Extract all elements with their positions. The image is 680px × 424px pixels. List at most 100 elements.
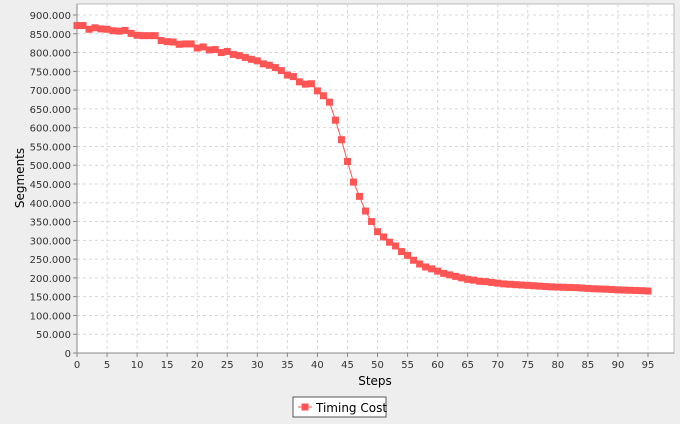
data-point: [241, 53, 249, 61]
x-tick-label: 35: [281, 360, 294, 371]
y-tick-label: 650.000: [30, 105, 71, 116]
y-tick-label: 800.000: [30, 49, 71, 60]
y-tick-label: 450.000: [30, 180, 71, 191]
data-point: [175, 40, 183, 48]
data-point: [103, 25, 111, 33]
data-point: [331, 116, 339, 124]
x-tick-label: 10: [131, 360, 144, 371]
x-tick-label: 55: [401, 360, 414, 371]
data-point: [205, 46, 213, 54]
x-tick-label: 85: [582, 360, 595, 371]
data-point: [169, 38, 177, 46]
data-point: [422, 263, 430, 271]
data-point: [139, 32, 147, 40]
data-point: [127, 29, 135, 37]
data-point: [313, 87, 321, 95]
data-point: [566, 283, 574, 291]
data-point: [223, 47, 231, 55]
legend: Timing Cost: [292, 396, 387, 418]
x-tick-label: 70: [491, 360, 504, 371]
data-point: [145, 32, 153, 40]
data-point: [265, 61, 273, 69]
data-point: [620, 286, 628, 294]
data-point: [446, 271, 454, 279]
x-tick-label: 60: [431, 360, 444, 371]
data-point: [560, 283, 568, 291]
data-point: [85, 25, 93, 33]
data-point: [325, 98, 333, 106]
data-point: [434, 267, 442, 275]
y-tick-label: 150.000: [30, 293, 71, 304]
data-point: [608, 286, 616, 294]
data-point: [500, 280, 508, 288]
x-tick-label: 50: [371, 360, 384, 371]
series-layer: [73, 22, 652, 295]
data-point: [512, 281, 520, 289]
data-point: [404, 251, 412, 259]
data-point: [638, 287, 646, 295]
data-point: [452, 272, 460, 280]
data-point: [271, 64, 279, 72]
data-point: [584, 284, 592, 292]
data-point: [193, 44, 201, 52]
data-point: [368, 218, 376, 226]
data-point: [470, 276, 478, 284]
data-point: [392, 242, 400, 250]
x-tick-label: 15: [161, 360, 174, 371]
legend-label: Timing Cost: [315, 401, 387, 415]
data-point: [199, 43, 207, 51]
y-tick-label: 250.000: [30, 255, 71, 266]
x-tick-label: 30: [251, 360, 264, 371]
data-point: [73, 22, 81, 30]
x-tick-label: 40: [311, 360, 324, 371]
data-point: [374, 228, 382, 236]
data-point: [307, 80, 315, 88]
data-point: [398, 248, 406, 256]
x-tick-label: 65: [461, 360, 474, 371]
data-point: [410, 256, 418, 264]
data-point: [157, 37, 165, 45]
legend-box: [292, 396, 387, 418]
y-tick-label: 300.000: [30, 236, 71, 247]
plot-background: [76, 3, 675, 354]
data-point: [109, 27, 117, 35]
data-point: [482, 278, 490, 286]
x-tick-label: 45: [341, 360, 354, 371]
data-point: [79, 22, 87, 30]
data-point: [554, 283, 562, 291]
data-point: [355, 192, 363, 200]
data-point: [458, 274, 466, 282]
x-tick-label: 25: [221, 360, 234, 371]
data-point: [289, 73, 297, 81]
data-point: [530, 282, 538, 290]
data-point: [416, 260, 424, 268]
data-point: [386, 238, 394, 246]
y-tick-label: 400.000: [30, 199, 71, 210]
data-point: [91, 24, 99, 32]
y-tick-label: 900.000: [30, 11, 71, 22]
data-point: [632, 286, 640, 294]
data-point: [229, 50, 237, 58]
axes: 0 50.000 100.000 150.000 200.000 250.000 300.0…: [30, 4, 674, 371]
x-tick-label: 20: [191, 360, 204, 371]
y-tick-label: 750.000: [30, 67, 71, 78]
data-point: [644, 287, 652, 295]
data-point: [97, 25, 105, 33]
data-point: [590, 285, 598, 293]
data-point: [626, 286, 634, 294]
y-axis-title: Segments: [13, 148, 27, 208]
data-point: [133, 31, 141, 39]
data-point: [476, 277, 484, 285]
y-tick-label: 700.000: [30, 86, 71, 97]
data-point: [464, 275, 472, 283]
x-tick-label: 75: [521, 360, 534, 371]
data-point: [151, 32, 159, 40]
data-point: [578, 284, 586, 292]
data-point: [343, 157, 351, 165]
y-tick-label: 200.000: [30, 274, 71, 285]
data-point: [548, 283, 556, 291]
data-point: [115, 27, 123, 35]
data-point: [277, 67, 285, 75]
x-tick-label: 80: [551, 360, 564, 371]
